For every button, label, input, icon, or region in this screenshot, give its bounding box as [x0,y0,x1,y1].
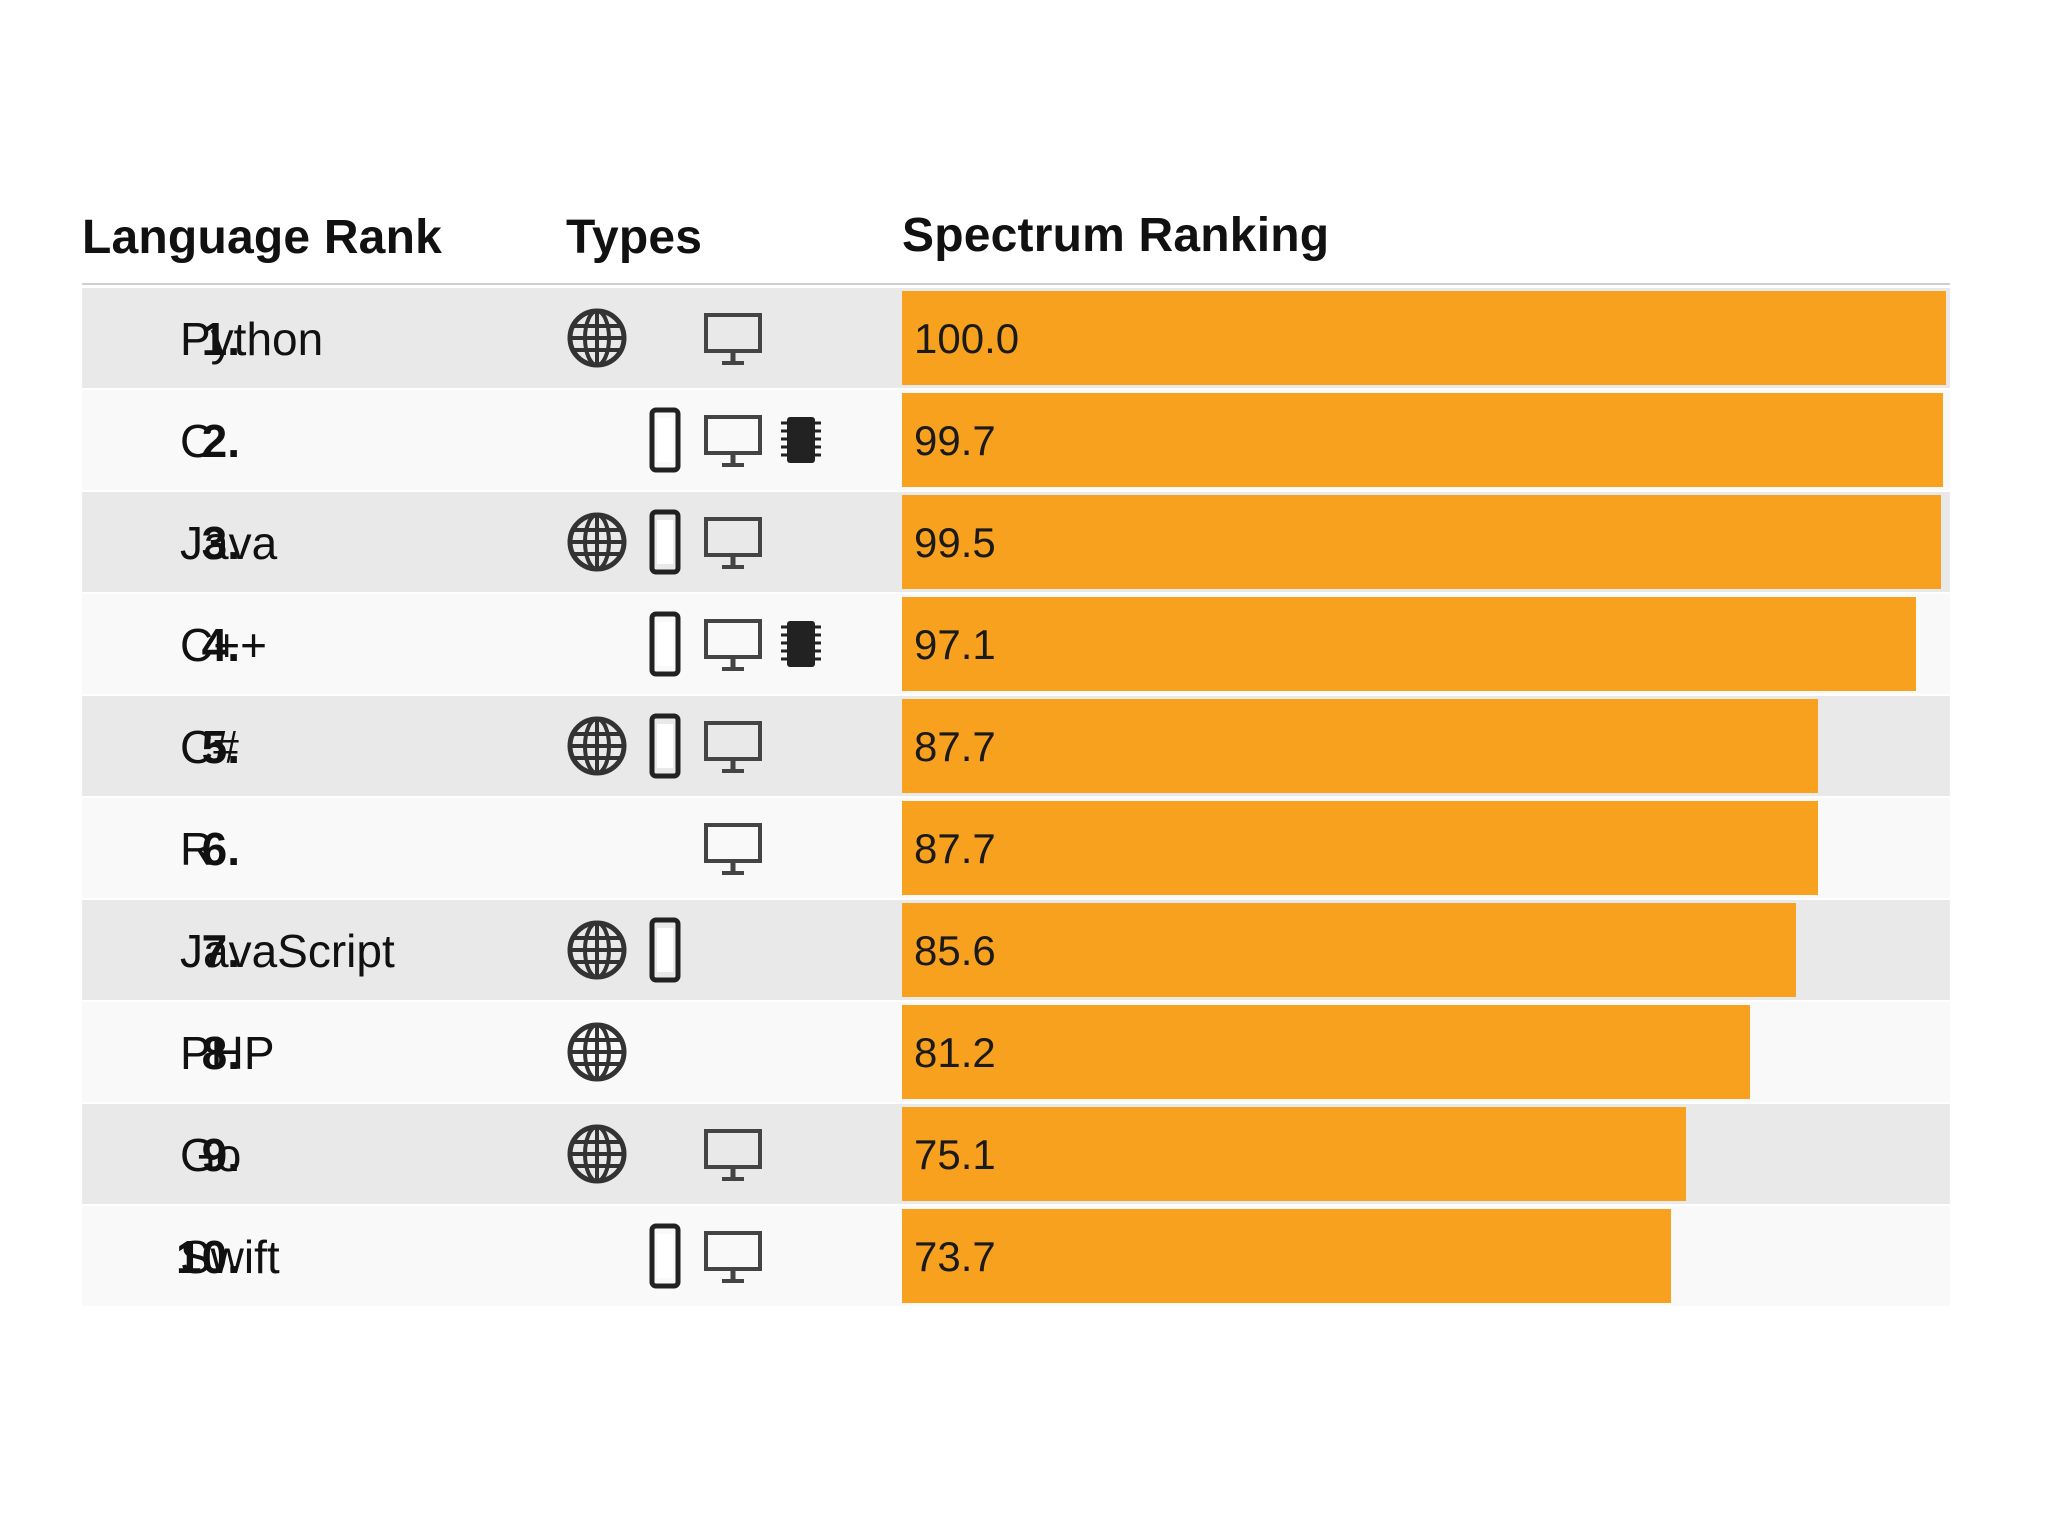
chart-row: 10. Swift 73.7 [82,1206,1950,1306]
header-spectrum-ranking: Spectrum Ranking [902,209,1330,262]
rank-label: 3. [201,517,240,569]
desktop-icon [700,1121,766,1187]
rank-label: 2. [201,415,240,467]
chart-row: 4. C++ 97.1 [82,594,1950,694]
rank-label: 7. [201,925,240,977]
value-label: 81.2 [914,1029,996,1076]
rank-label: 6. [201,823,240,875]
desktop-icon [700,611,766,677]
ranking-bar [902,903,1796,997]
web-icon [564,1121,630,1187]
ranking-bar [902,1209,1672,1303]
web-icon [564,305,630,371]
mobile-icon [632,407,698,473]
rank-label: 10. [176,1231,240,1283]
value-label: 100.0 [914,315,1020,362]
ranking-bar [902,1107,1687,1201]
value-label: 97.1 [914,621,996,668]
value-label: 87.7 [914,825,996,872]
ranking-bar [902,495,1941,589]
chart-row: 1. Python 100.0 [82,288,1950,388]
language-label: C++ [180,619,267,671]
web-icon [564,509,630,575]
embedded-icon [768,611,834,677]
web-icon [564,713,630,779]
language-label: C# [180,721,239,773]
ranking-bar [902,699,1818,793]
header-language-rank: Language Rank [82,211,442,264]
embedded-icon [768,407,834,473]
mobile-icon [632,713,698,779]
rank-label: 5. [201,721,240,773]
rank-label: 9. [201,1129,240,1181]
value-label: 73.7 [914,1233,996,1280]
ranking-bar [902,801,1818,895]
language-label: Python [180,313,324,365]
mobile-icon [632,1223,698,1289]
mobile-icon [632,917,698,983]
value-label: 99.5 [914,519,996,566]
value-label: 87.7 [914,723,996,770]
ranking-bar [902,597,1916,691]
web-icon [564,1019,630,1085]
chart-row: 3. Java 99.5 [82,492,1950,592]
ranking-bar [902,291,1946,385]
chart-row: 6. R 87.7 [82,798,1950,898]
chart-row: 7. JavaScript 85.6 [82,900,1950,1000]
desktop-icon [700,407,766,473]
rank-label: 1. [201,313,240,365]
mobile-icon [632,509,698,575]
desktop-icon [700,305,766,371]
value-label: 75.1 [914,1131,996,1178]
desktop-icon [700,713,766,779]
chart-row: 8. PHP 81.2 [82,1002,1950,1102]
chart-row: 2. C 99.7 [82,390,1950,490]
language-label: R [180,823,214,875]
ranking-bar [902,1005,1750,1099]
desktop-icon [700,1223,766,1289]
header-types: Types [566,211,703,264]
value-label: 85.6 [914,927,996,974]
language-label: Go [180,1129,242,1181]
language-label: PHP [180,1027,275,1079]
chart-row: 5. C# 87.7 [82,696,1950,796]
language-label: Java [180,517,278,569]
desktop-icon [700,509,766,575]
value-label: 99.7 [914,417,996,464]
desktop-icon [700,815,766,881]
language-label: Swift [180,1231,280,1283]
chart-row: 9. Go 75.1 [82,1104,1950,1204]
header-divider [82,283,1950,285]
language-label: C [180,415,214,467]
language-label: JavaScript [180,925,395,977]
rank-label: 4. [201,619,240,671]
mobile-icon [632,611,698,677]
web-icon [564,917,630,983]
rank-label: 8. [201,1027,240,1079]
ranking-bar [902,393,1943,487]
